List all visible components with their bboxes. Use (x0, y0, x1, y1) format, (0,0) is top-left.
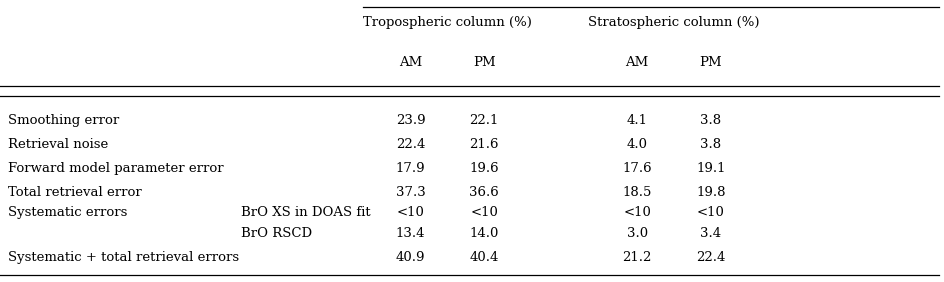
Text: <10: <10 (697, 206, 725, 219)
Text: Forward model parameter error: Forward model parameter error (8, 162, 223, 175)
Text: 18.5: 18.5 (622, 186, 652, 199)
Text: <10: <10 (396, 206, 425, 219)
Text: 37.3: 37.3 (396, 186, 426, 199)
Text: Systematic errors: Systematic errors (8, 206, 126, 219)
Text: Smoothing error: Smoothing error (8, 114, 119, 127)
Text: 14.0: 14.0 (469, 227, 499, 240)
Text: 3.8: 3.8 (700, 138, 721, 151)
Text: 3.8: 3.8 (700, 114, 721, 127)
Text: 4.0: 4.0 (627, 138, 648, 151)
Text: 40.4: 40.4 (469, 251, 499, 264)
Text: 22.4: 22.4 (396, 138, 426, 151)
Text: AM: AM (626, 56, 649, 69)
Text: Total retrieval error: Total retrieval error (8, 186, 142, 199)
Text: Stratospheric column (%): Stratospheric column (%) (588, 16, 760, 28)
Text: 22.4: 22.4 (696, 251, 726, 264)
Text: 3.4: 3.4 (700, 227, 721, 240)
Text: PM: PM (700, 56, 722, 69)
Text: 22.1: 22.1 (469, 114, 499, 127)
Text: 4.1: 4.1 (627, 114, 648, 127)
Text: Tropospheric column (%): Tropospheric column (%) (363, 16, 531, 28)
Text: PM: PM (473, 56, 496, 69)
Text: 21.6: 21.6 (469, 138, 499, 151)
Text: <10: <10 (623, 206, 651, 219)
Text: Systematic + total retrieval errors: Systematic + total retrieval errors (8, 251, 239, 264)
Text: BrO RSCD: BrO RSCD (241, 227, 312, 240)
Text: AM: AM (399, 56, 422, 69)
Text: Retrieval noise: Retrieval noise (8, 138, 108, 151)
Text: 19.6: 19.6 (469, 162, 499, 175)
Text: 19.8: 19.8 (696, 186, 726, 199)
Text: BrO XS in DOAS fit: BrO XS in DOAS fit (241, 206, 370, 219)
Text: 13.4: 13.4 (396, 227, 426, 240)
Text: 19.1: 19.1 (696, 162, 726, 175)
Text: <10: <10 (470, 206, 498, 219)
Text: 3.0: 3.0 (627, 227, 648, 240)
Text: 17.6: 17.6 (622, 162, 652, 175)
Text: 36.6: 36.6 (469, 186, 499, 199)
Text: 17.9: 17.9 (396, 162, 426, 175)
Text: 21.2: 21.2 (622, 251, 652, 264)
Text: 40.9: 40.9 (396, 251, 426, 264)
Text: 23.9: 23.9 (396, 114, 426, 127)
